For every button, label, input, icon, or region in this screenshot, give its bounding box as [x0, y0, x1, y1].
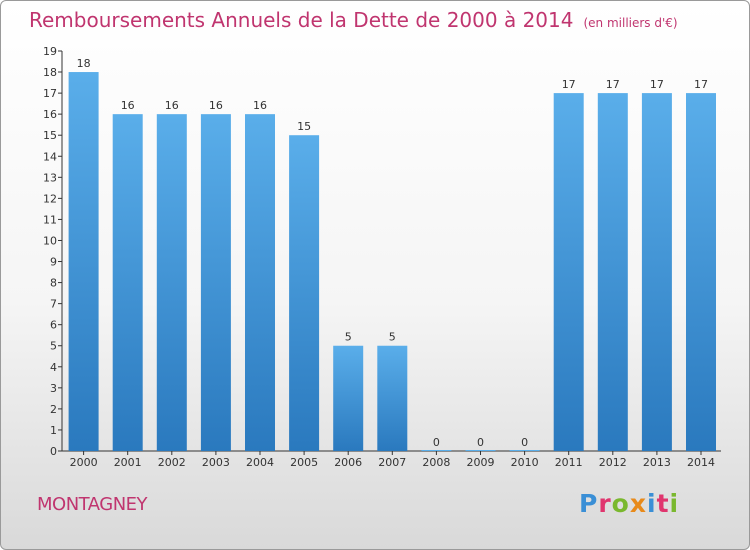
- x-tick-label-2007: 2007: [378, 456, 406, 469]
- commune-name: MONTAGNEY: [37, 494, 148, 515]
- x-tick-label-2001: 2001: [114, 456, 142, 469]
- y-tick-label: 2: [50, 403, 57, 416]
- x-tick-label-2011: 2011: [555, 456, 583, 469]
- data-label-2001: 16: [121, 99, 135, 112]
- y-tick-label: 19: [43, 45, 57, 58]
- y-tick-label: 0: [50, 445, 57, 458]
- bar-2003: [200, 114, 231, 451]
- y-tick-label: 7: [50, 298, 57, 311]
- y-tick-label: 6: [50, 319, 57, 332]
- data-label-2000: 18: [77, 57, 91, 70]
- data-label-2011: 17: [562, 78, 576, 91]
- bar-2004: [245, 114, 275, 451]
- bar-2002: [156, 114, 187, 451]
- data-label-2013: 17: [650, 78, 664, 91]
- y-tick-label: 12: [43, 192, 57, 205]
- data-label-2009: 0: [477, 436, 484, 449]
- y-tick-label: 10: [43, 234, 57, 247]
- x-tick-label-2003: 2003: [202, 456, 230, 469]
- bar-2014: [686, 93, 716, 452]
- y-tick-label: 13: [43, 171, 57, 184]
- bar-2001: [112, 114, 143, 451]
- bar-2006: [333, 345, 364, 451]
- x-tick-label-2008: 2008: [422, 456, 450, 469]
- bar-2013: [641, 93, 672, 452]
- bar-2012: [597, 93, 628, 452]
- y-tick-label: 4: [50, 361, 57, 374]
- bar-2000: [68, 72, 99, 451]
- x-tick-label-2010: 2010: [511, 456, 539, 469]
- proxiti-logo: Proxiti: [579, 489, 680, 518]
- y-tick-label: 15: [43, 129, 57, 142]
- y-tick-label: 9: [50, 256, 57, 269]
- x-tick-label-2000: 2000: [70, 456, 98, 469]
- x-tick-label-2002: 2002: [158, 456, 186, 469]
- chart-title: Remboursements Annuels de la Dette de 20…: [29, 8, 678, 32]
- data-label-2002: 16: [165, 99, 179, 112]
- bar-2007: [377, 345, 408, 451]
- y-tick-label: 1: [50, 424, 57, 437]
- bar-2011: [553, 93, 584, 452]
- data-label-2005: 15: [297, 120, 311, 133]
- x-tick-label-2005: 2005: [290, 456, 318, 469]
- x-tick-label-2004: 2004: [246, 456, 274, 469]
- x-tick-label-2006: 2006: [334, 456, 362, 469]
- data-label-2007: 5: [389, 331, 396, 344]
- bar-2005: [289, 135, 320, 452]
- y-tick-label: 5: [50, 340, 57, 353]
- data-label-2014: 17: [694, 78, 708, 91]
- y-tick-label: 11: [43, 213, 57, 226]
- x-tick-label-2014: 2014: [687, 456, 715, 469]
- chart-bars: [68, 72, 716, 452]
- data-label-2004: 16: [253, 99, 267, 112]
- chart-subtitle: (en milliers d'€): [583, 16, 678, 30]
- y-tick-label: 8: [50, 277, 57, 290]
- data-label-2012: 17: [606, 78, 620, 91]
- y-tick-label: 14: [43, 150, 57, 163]
- data-label-2003: 16: [209, 99, 223, 112]
- data-label-2008: 0: [433, 436, 440, 449]
- x-tick-label-2013: 2013: [643, 456, 671, 469]
- y-tick-label: 3: [50, 382, 57, 395]
- y-tick-label: 16: [43, 108, 57, 121]
- chart-title-text: Remboursements Annuels de la Dette de 20…: [29, 8, 574, 32]
- y-tick-label: 18: [43, 66, 57, 79]
- chart-data-labels: 18 16 16 16 16 15 5 5 0 0 0 17 17 17 17: [77, 57, 708, 449]
- x-tick-label-2009: 2009: [467, 456, 495, 469]
- data-label-2010: 0: [521, 436, 528, 449]
- x-tick-label-2012: 2012: [599, 456, 627, 469]
- data-label-2006: 5: [345, 331, 352, 344]
- y-tick-label: 17: [43, 87, 57, 100]
